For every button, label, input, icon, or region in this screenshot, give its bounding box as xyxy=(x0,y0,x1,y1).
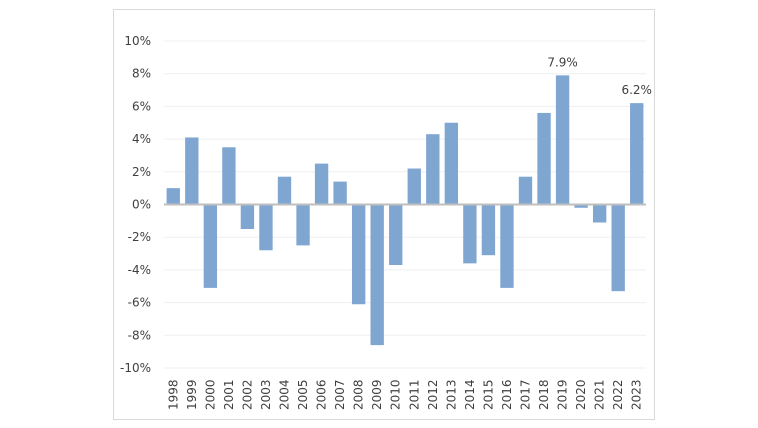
x-tick-label: 2020 xyxy=(574,379,588,410)
x-tick-label: 2017 xyxy=(519,379,533,410)
y-tick-label: 4% xyxy=(132,132,151,146)
y-tick-label: 0% xyxy=(132,198,151,212)
x-tick-label: 2023 xyxy=(630,379,644,410)
x-tick-label: 2005 xyxy=(296,379,310,410)
x-tick-label: 2003 xyxy=(259,379,273,410)
x-tick-label: 1999 xyxy=(185,379,199,410)
x-tick-label: 2015 xyxy=(481,379,495,410)
bar-1999 xyxy=(185,137,199,205)
x-tick-label: 2012 xyxy=(426,379,440,410)
bar-2009 xyxy=(370,204,384,346)
bar-2002 xyxy=(240,204,255,230)
bar-2008 xyxy=(351,204,366,305)
bar-2001 xyxy=(222,147,236,205)
x-tick-label: 2016 xyxy=(500,379,514,410)
x-tick-label: 2021 xyxy=(593,379,607,410)
bar-2019 xyxy=(555,75,570,205)
x-tick-label: 2011 xyxy=(407,379,421,410)
bar-2005 xyxy=(296,204,310,246)
bar-2013 xyxy=(444,122,459,205)
bar-2016 xyxy=(500,204,514,288)
bar-2007 xyxy=(333,181,347,205)
y-tick-label: -4% xyxy=(128,263,151,277)
x-tick-label: 2014 xyxy=(463,379,477,410)
y-tick-label: 8% xyxy=(132,67,151,81)
x-tick-label: 2008 xyxy=(352,379,366,410)
bar-2004 xyxy=(277,176,292,205)
bar-2015 xyxy=(481,204,496,256)
bar-2022 xyxy=(611,204,625,292)
x-tick-label: 2013 xyxy=(444,379,458,410)
bar-2006 xyxy=(314,163,329,205)
bar-2023 xyxy=(630,103,644,205)
data-label: 6.2% xyxy=(621,83,652,97)
x-tick-label: 2002 xyxy=(240,379,254,410)
y-tick-label: 10% xyxy=(124,34,151,48)
x-tick-label: 2006 xyxy=(315,379,329,410)
x-tick-label: 2010 xyxy=(389,379,403,410)
bar-2018 xyxy=(537,112,551,205)
x-tick-label: 2001 xyxy=(222,379,236,410)
data-label: 7.9% xyxy=(547,55,578,69)
bar-2003 xyxy=(259,204,273,251)
x-tick-label: 1998 xyxy=(166,379,180,410)
y-tick-label: -6% xyxy=(128,296,151,310)
bar-2021 xyxy=(592,204,607,223)
x-tick-label: 2022 xyxy=(611,379,625,410)
x-tick-label: 2019 xyxy=(556,379,570,410)
x-tick-label: 2018 xyxy=(537,379,551,410)
bar-2012 xyxy=(426,134,440,205)
bar-2011 xyxy=(407,168,421,205)
bar-2010 xyxy=(389,204,403,265)
chart-frame xyxy=(113,9,655,420)
y-tick-label: -2% xyxy=(128,230,151,244)
bar-2000 xyxy=(203,204,218,288)
x-tick-label: 2004 xyxy=(278,379,292,410)
bar-2017 xyxy=(518,176,533,205)
x-tick-label: 2007 xyxy=(333,379,347,410)
y-tick-label: 2% xyxy=(132,165,151,179)
bar-2020 xyxy=(574,204,588,208)
x-tick-label: 2009 xyxy=(370,379,384,410)
bar-2014 xyxy=(463,204,477,264)
y-tick-label: -8% xyxy=(128,328,151,342)
y-tick-label: 6% xyxy=(132,99,151,113)
x-tick-label: 2000 xyxy=(203,379,217,410)
bar-1998 xyxy=(166,188,180,205)
y-tick-label: -10% xyxy=(120,361,151,375)
